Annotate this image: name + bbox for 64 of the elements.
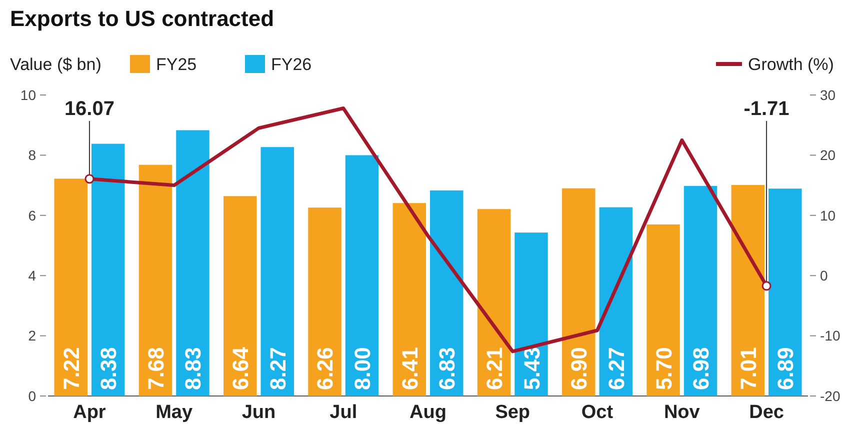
x-tick-label: Jul — [330, 402, 358, 423]
y2-tick-label: 0 — [820, 268, 828, 284]
bar — [562, 188, 596, 396]
y-tick-label: 6 — [28, 207, 36, 224]
data-label: 6.90 — [566, 347, 592, 390]
x-tick-label: Jun — [242, 402, 276, 423]
data-label: 6.21 — [482, 347, 508, 390]
bar — [646, 224, 680, 396]
data-label: 6.98 — [688, 347, 714, 390]
y2-tick-label: 10 — [820, 207, 836, 224]
legend-label: FY26 — [271, 55, 312, 74]
x-tick-label: Dec — [749, 402, 784, 423]
x-tick-label: Nov — [664, 402, 700, 423]
data-label: 8.83 — [180, 347, 206, 390]
x-tick-label: Sep — [495, 402, 530, 423]
data-label: 16.07 — [64, 98, 114, 120]
bar — [392, 203, 426, 396]
data-label: 6.89 — [773, 347, 798, 390]
data-label: -1.71 — [744, 98, 790, 120]
y2-tick-label: 20 — [820, 147, 836, 164]
data-label: 6.26 — [312, 347, 338, 390]
chart-title: Exports to US contracted — [10, 6, 274, 31]
legend-label: Growth (%) — [748, 55, 834, 74]
x-tick-label: Apr — [73, 402, 106, 423]
data-label: 6.83 — [434, 347, 460, 390]
bar — [176, 130, 210, 396]
bar — [260, 147, 294, 396]
y-tick-label: 8 — [28, 147, 36, 164]
bar — [345, 155, 379, 396]
y2-tick-label: 30 — [820, 86, 836, 103]
bar — [91, 144, 125, 396]
y2-tick-label: -20 — [820, 388, 840, 404]
data-label: 5.70 — [651, 347, 676, 390]
x-tick-label: Aug — [410, 402, 446, 423]
bar — [430, 190, 464, 396]
x-tick-label: May — [156, 402, 194, 423]
y-tick-label: 2 — [28, 328, 36, 344]
bar — [477, 209, 511, 396]
data-label: 5.43 — [519, 347, 544, 390]
bar — [731, 185, 765, 396]
y-axis-title: Value ($ bn) — [10, 55, 102, 74]
y-tick-label: 10 — [20, 86, 36, 103]
data-label: 7.68 — [143, 347, 168, 390]
legend-label: FY25 — [156, 55, 197, 74]
y2-tick-label: -10 — [820, 328, 840, 344]
y-tick-label: 0 — [28, 388, 36, 404]
y-tick-label: 4 — [28, 268, 36, 284]
bar — [599, 207, 633, 396]
bar — [768, 188, 802, 396]
bar — [684, 186, 718, 396]
data-label: 6.27 — [604, 347, 629, 390]
data-label: 7.22 — [58, 347, 84, 390]
data-label: 8.27 — [265, 347, 290, 390]
data-label: 8.00 — [350, 347, 375, 390]
bar — [138, 164, 172, 396]
x-tick-label: Oct — [581, 402, 614, 423]
data-label: 6.41 — [397, 347, 422, 390]
bar — [223, 196, 257, 396]
data-label: 7.01 — [736, 347, 761, 390]
data-label: 6.64 — [228, 346, 254, 390]
data-label: 8.38 — [96, 347, 122, 390]
bar — [514, 232, 548, 396]
bar — [54, 178, 88, 396]
bar — [308, 208, 342, 396]
